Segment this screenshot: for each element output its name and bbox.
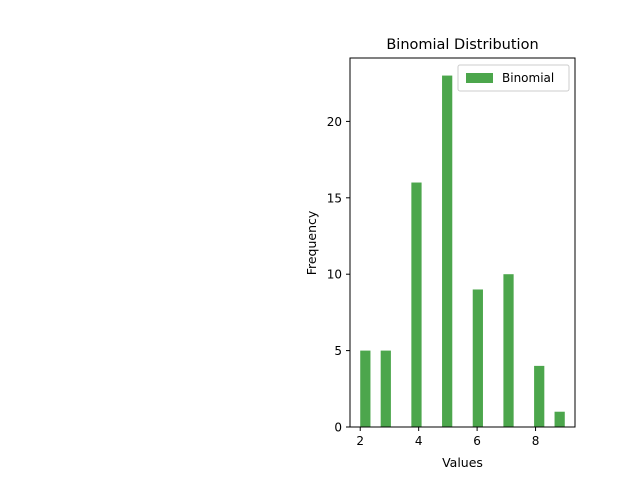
bar-1 [360,350,371,427]
x-tick-label: 8 [532,434,540,448]
legend-label: Binomial [502,71,554,85]
bar-6 [503,274,514,427]
x-tick-label: 6 [473,434,481,448]
x-tick-label: 4 [415,434,423,448]
y-tick-label: 10 [327,268,342,282]
bar-5 [472,289,483,427]
x-axis-label: Values [442,455,483,470]
y-tick-label: 5 [334,344,342,358]
bar-8 [554,411,565,427]
x-tick-label: 2 [356,434,364,448]
bar-4 [442,75,453,427]
y-tick-label: 15 [327,191,342,205]
y-tick-label: 20 [327,115,342,129]
y-tick-label: 0 [334,421,342,435]
bar-2 [380,350,391,427]
bar-7 [534,365,545,427]
y-axis-label: Frequency [304,210,319,275]
legend-swatch [466,73,493,83]
chart-title: Binomial Distribution [386,37,538,53]
legend-box [457,64,570,92]
bar-3 [411,182,422,427]
plot-frame [349,57,576,428]
